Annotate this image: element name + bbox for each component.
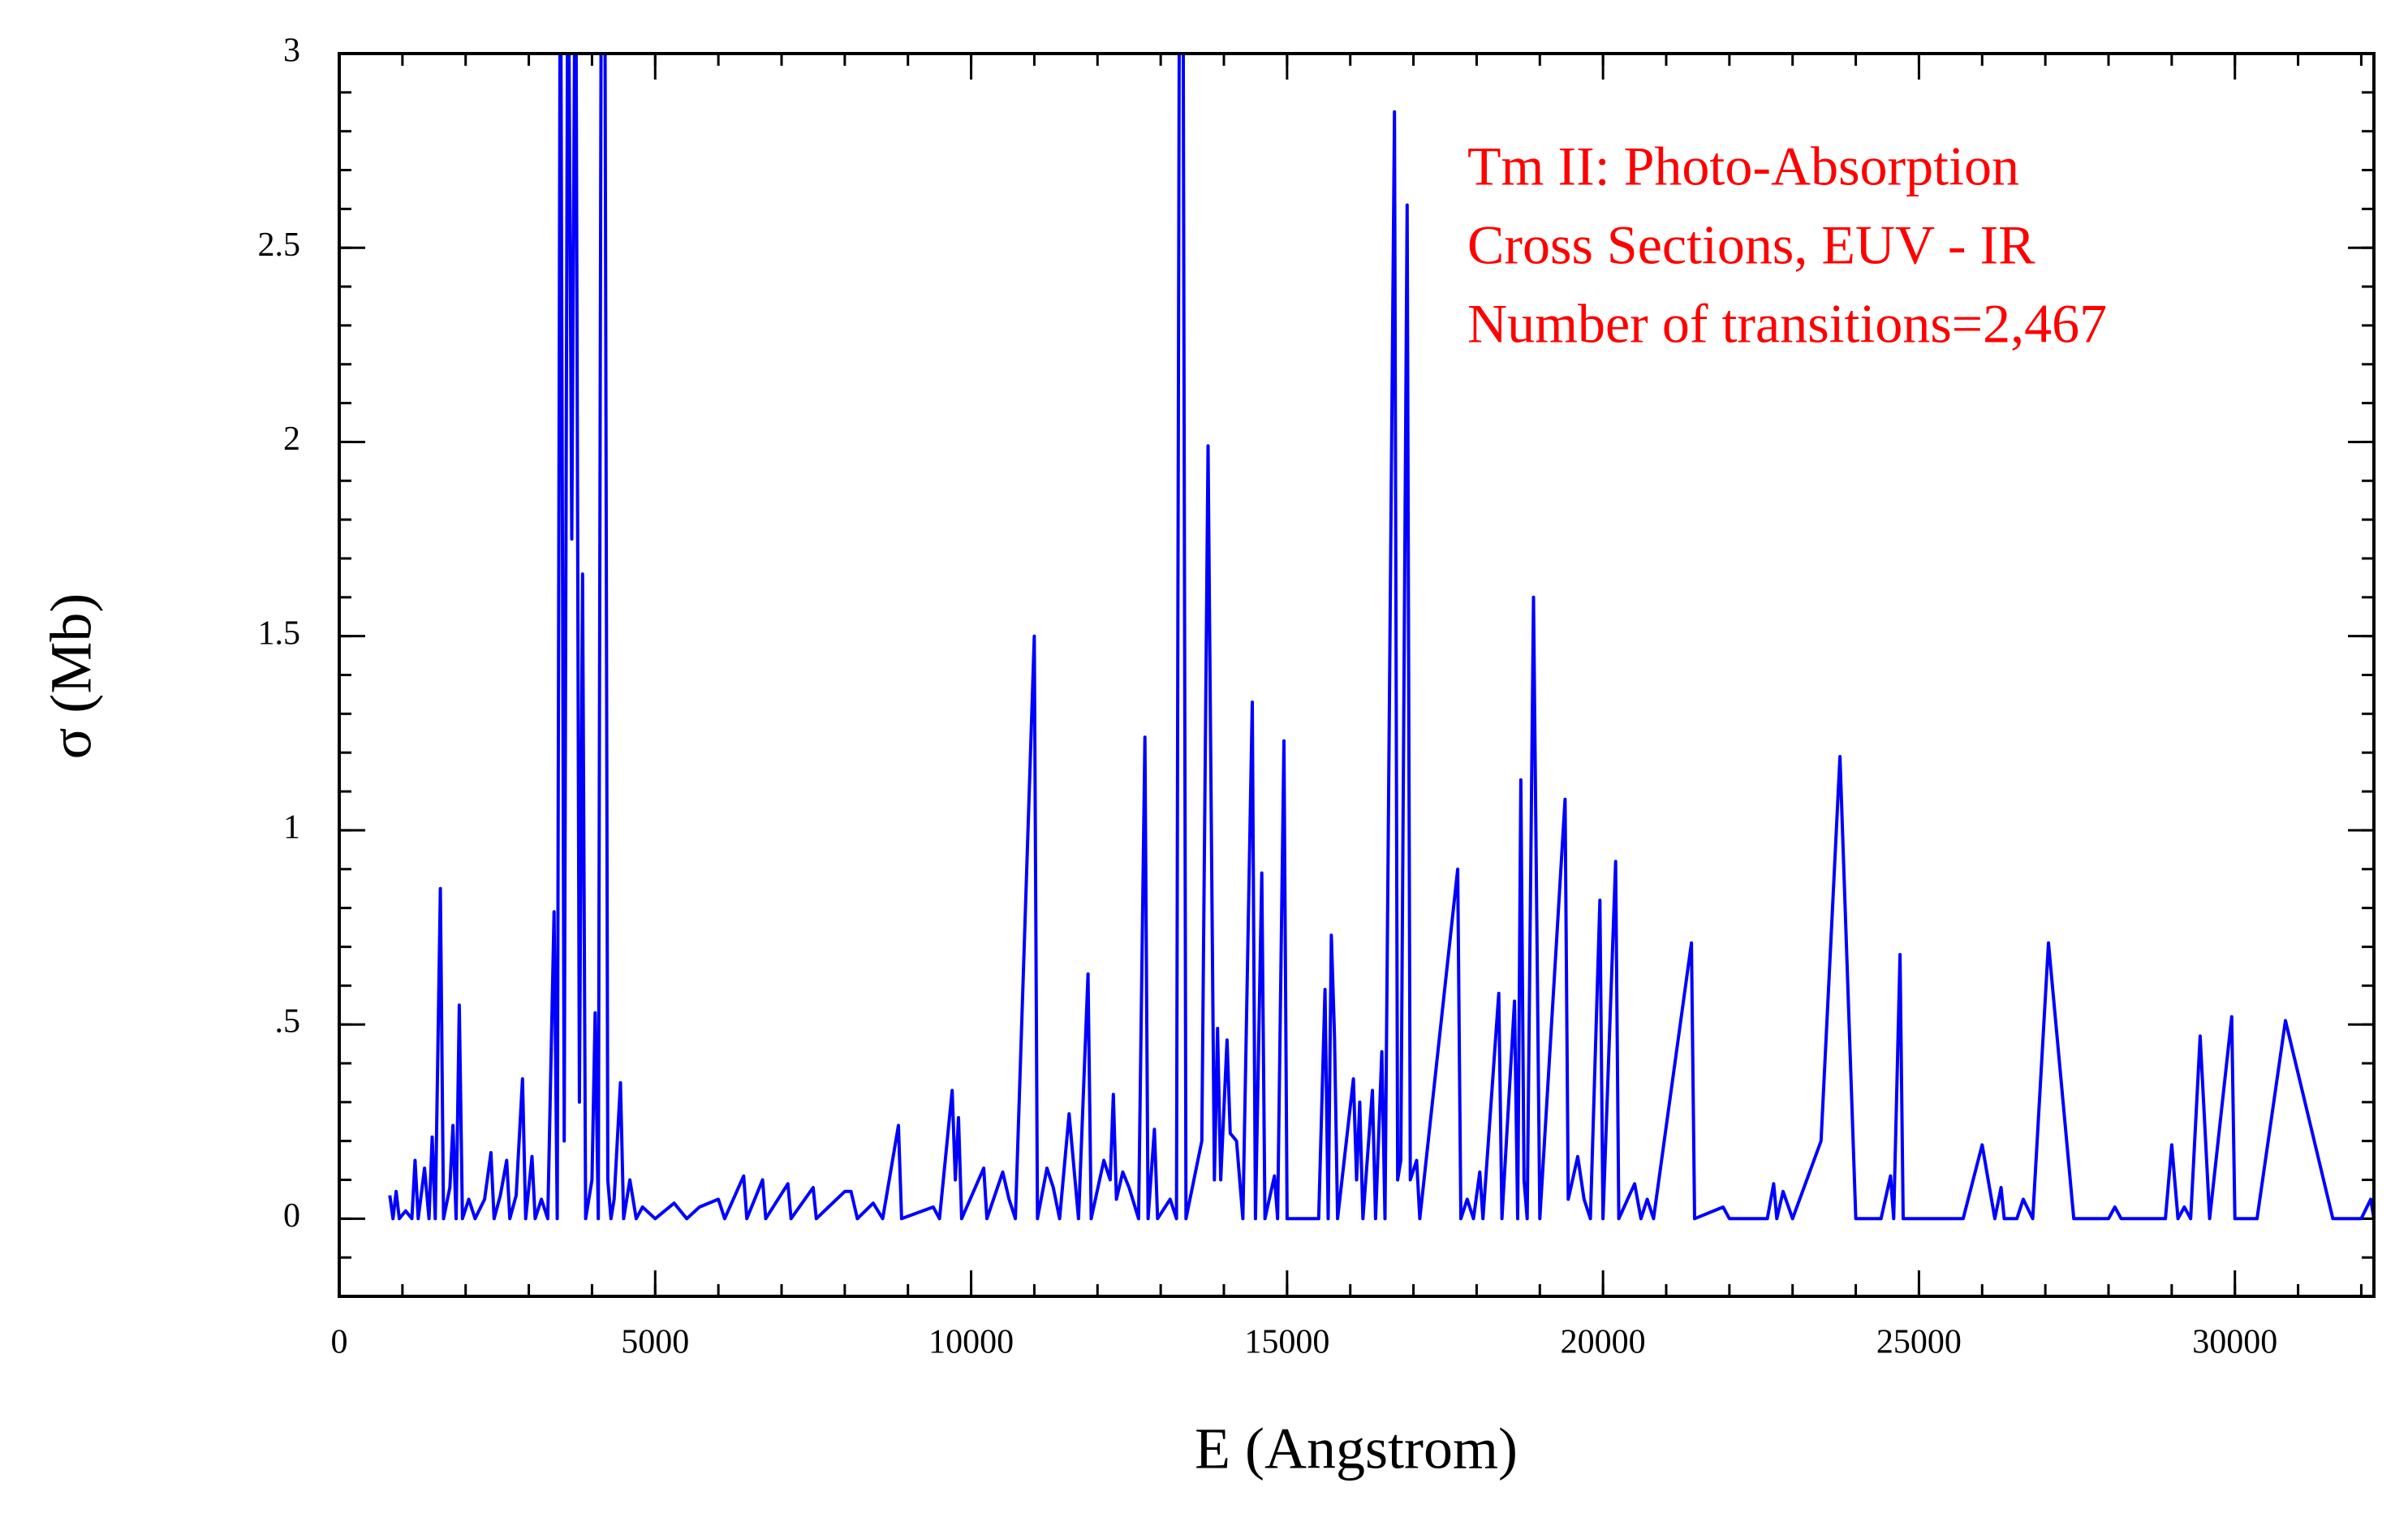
annotation: Tm II: Photo-Absorption <box>1467 136 2019 197</box>
annotation: Number of transitions=2,467 <box>1467 293 2107 355</box>
y-tick-label: 2 <box>283 420 300 458</box>
y-axis-label: σ (Mb) <box>39 593 104 760</box>
y-tick-label: .5 <box>275 1003 301 1041</box>
x-tick-label: 5000 <box>621 1324 689 1361</box>
annotation: Cross Sections, EUV - IR <box>1467 214 2035 276</box>
y-tick-label: 2.5 <box>258 226 301 264</box>
y-tick-label: 3 <box>283 32 300 70</box>
x-tick-label: 15000 <box>1244 1324 1329 1361</box>
x-axis-label: E (Angstrom) <box>1195 1416 1518 1481</box>
y-tick-label: 1.5 <box>258 614 301 652</box>
x-tick-label: 25000 <box>1876 1324 1962 1361</box>
x-tick-label: 20000 <box>1561 1324 1646 1361</box>
x-tick-label: 0 <box>331 1324 348 1361</box>
y-tick-label: 1 <box>283 809 300 847</box>
plot-frame <box>338 52 2376 1298</box>
x-tick-label: 30000 <box>2192 1324 2277 1361</box>
y-tick-label: 0 <box>283 1197 300 1235</box>
x-tick-label: 10000 <box>928 1324 1014 1361</box>
data-line <box>388 54 2374 1221</box>
